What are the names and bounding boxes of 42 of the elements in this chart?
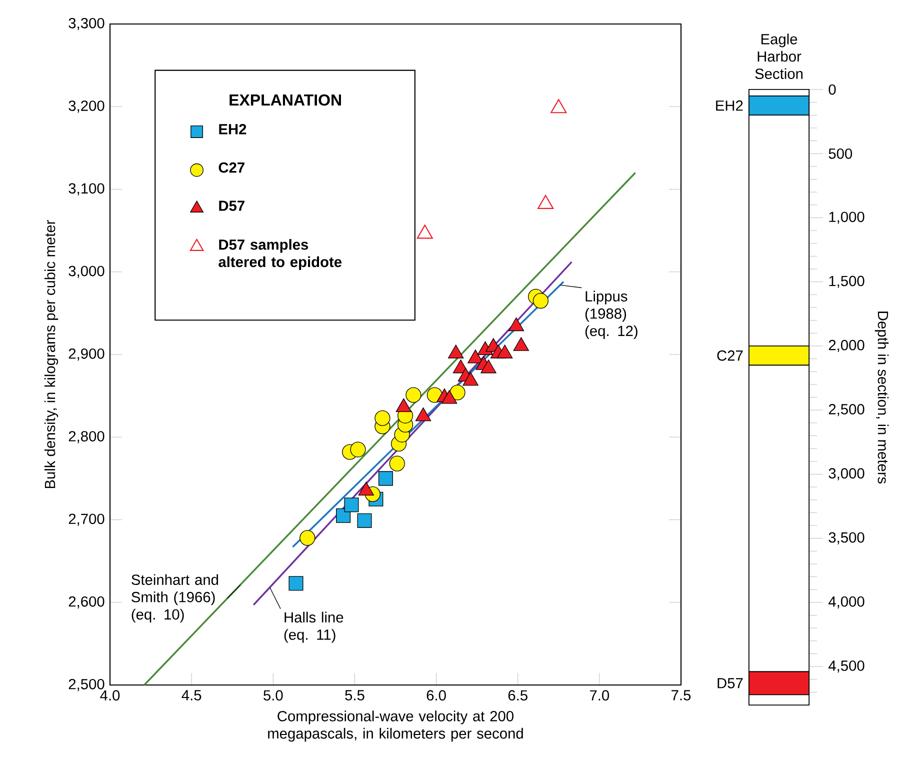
x-tick-label: 6.0: [426, 690, 446, 701]
x-tick-label: 4.5: [182, 690, 202, 700]
y-tick-label: 1,000: [829, 212, 864, 224]
x-axis-title: Compressional-wave velocity at 200 megapascals, in kilometers per second: [268, 710, 523, 742]
y-tick-label: 2,800: [68, 431, 104, 444]
y-tick-label: 2,900: [68, 348, 104, 361]
y-tick-label: 4,500: [828, 660, 864, 673]
y-tick-label: 1,500: [829, 276, 864, 288]
y-tick-label: 3,300: [68, 18, 104, 30]
x-tick-label: 5.5: [345, 690, 364, 700]
x-tick-label: 7.0: [590, 690, 610, 701]
y-tick-label: 500: [828, 148, 852, 159]
annotation: Steinhart and Smith (1966) (eq. 10): [132, 574, 218, 623]
series-label: D57: [718, 678, 743, 688]
y-tick-label: 3,100: [68, 183, 104, 196]
x-tick-label: 6.5: [508, 690, 528, 701]
x-tick-label: 4.0: [100, 690, 120, 701]
series-label: EH2: [716, 100, 743, 111]
x-tick-label: 5.0: [264, 690, 283, 701]
legend-label: D57: [219, 200, 244, 211]
series-label: C27: [717, 350, 743, 361]
y-tick-label: 2,000: [828, 340, 864, 352]
y-tick-label: 2,500: [68, 678, 104, 692]
legend-label: EH2: [219, 124, 246, 134]
legend-label: D57 samples altered to epidote: [218, 239, 342, 270]
y-tick-label: 2,500: [828, 404, 864, 416]
y-tick-label: 3,500: [828, 532, 864, 544]
annotation: Halls line (eq. 11): [284, 612, 344, 643]
y-axis-title: Depth in section, in meters: [874, 312, 889, 484]
y-tick-label: 3,000: [828, 468, 864, 480]
y-tick-label: 2,700: [68, 514, 104, 526]
y-tick-label: 3,200: [68, 100, 104, 113]
legend-label: C27: [218, 162, 244, 173]
y-axis-title: Bulk density, in kilograms per cubic meter: [44, 220, 58, 488]
y-tick-label: 0: [828, 84, 836, 95]
y-tick-label: 4,000: [828, 596, 864, 608]
annotation: Lippus (1988) (eq. 12): [585, 290, 638, 340]
legend-title: EXPLANATION: [230, 94, 341, 106]
y-tick-label: 3,000: [68, 266, 104, 278]
y-tick-label: 2,600: [68, 596, 104, 608]
x-tick-label: 7.5: [672, 690, 691, 700]
chart-title: Eagle Harbor Section: [755, 34, 803, 80]
